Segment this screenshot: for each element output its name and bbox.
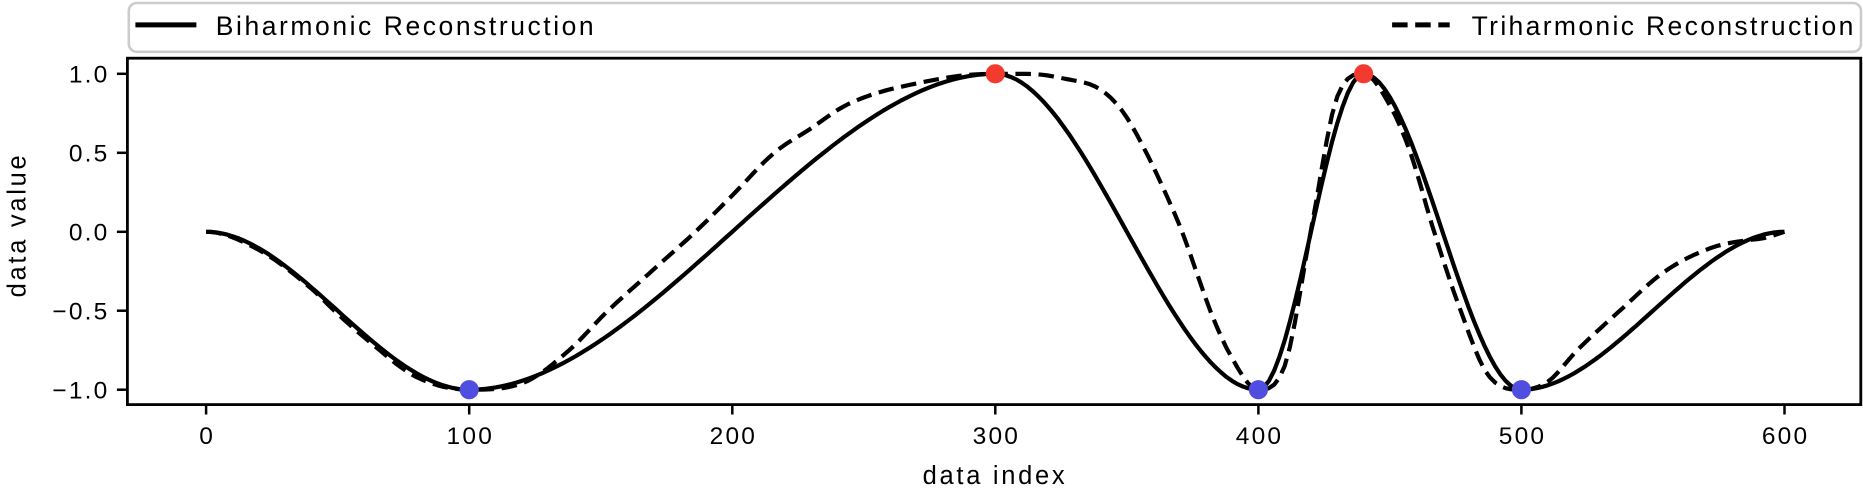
svg-text:300: 300 — [973, 423, 1020, 450]
svg-text:200: 200 — [710, 423, 757, 450]
svg-text:−0.5: −0.5 — [52, 298, 109, 325]
svg-text:400: 400 — [1236, 423, 1283, 450]
svg-text:−1.0: −1.0 — [52, 377, 109, 404]
svg-text:0: 0 — [199, 423, 215, 450]
svg-text:Biharmonic Reconstruction: Biharmonic Reconstruction — [216, 11, 596, 41]
svg-text:0.5: 0.5 — [69, 141, 110, 168]
svg-text:600: 600 — [1762, 423, 1809, 450]
svg-text:1.0: 1.0 — [69, 62, 110, 89]
svg-text:Triharmonic Reconstruction: Triharmonic Reconstruction — [1472, 11, 1856, 41]
svg-text:data index: data index — [923, 462, 1068, 486]
svg-text:0.0: 0.0 — [69, 219, 110, 246]
svg-text:data value: data value — [4, 153, 32, 298]
svg-text:100: 100 — [447, 423, 494, 450]
svg-text:500: 500 — [1499, 423, 1546, 450]
